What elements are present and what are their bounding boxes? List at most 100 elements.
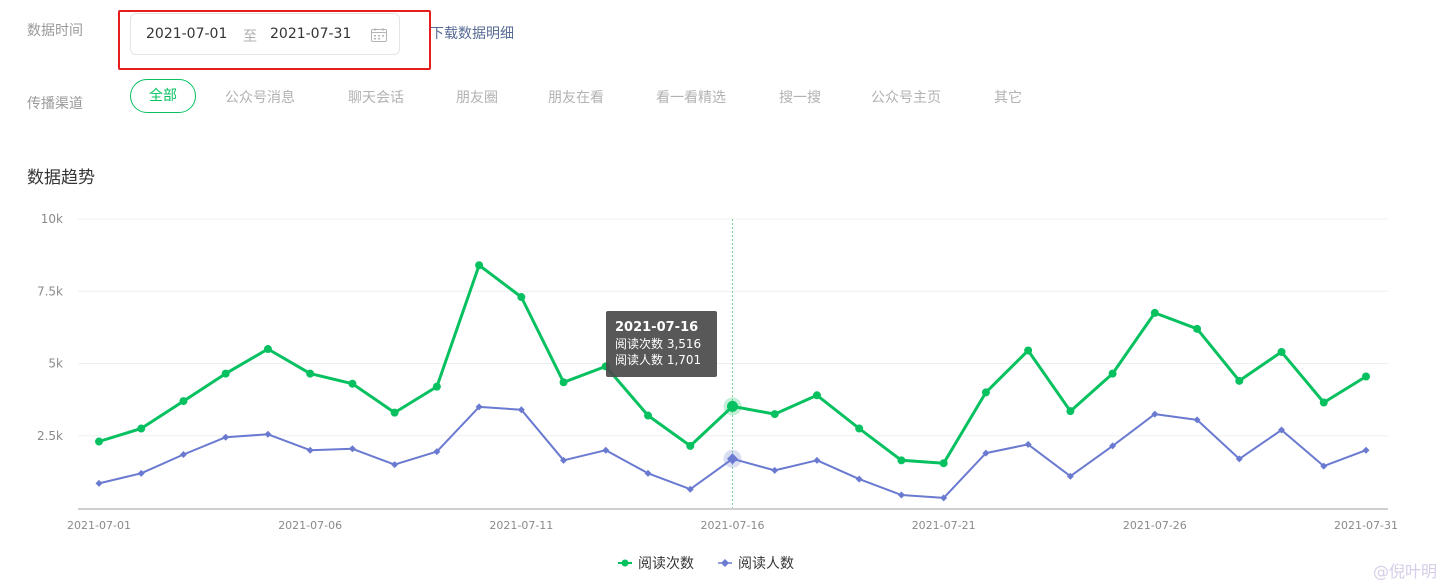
data-point-reads [1193, 324, 1202, 333]
channel-tab-account-home[interactable]: 公众号主页 [871, 90, 941, 106]
x-tick-label: 2021-07-21 [912, 519, 976, 532]
data-point-readers [306, 446, 314, 454]
data-point-reads [348, 379, 357, 388]
channel-tab-official-message[interactable]: 公众号消息 [225, 90, 295, 106]
data-point-readers [1362, 446, 1370, 454]
x-tick-label: 2021-07-11 [489, 519, 553, 532]
data-point-reads [95, 437, 103, 446]
y-tick-label: 5k [48, 357, 63, 371]
y-tick-label: 2.5k [37, 429, 63, 443]
channel-tab-moments[interactable]: 朋友圈 [456, 90, 498, 106]
data-point-reads [390, 408, 399, 417]
data-point-reads [1024, 346, 1033, 355]
data-point-reads [137, 424, 146, 433]
data-point-readers [475, 403, 483, 411]
legend-label-readers: 阅读人数 [738, 556, 794, 572]
tooltip-readers: 阅读人数 1,701 [615, 352, 701, 367]
tooltip-box [606, 311, 717, 377]
date-range-picker[interactable]: 2021-07-01 至 2021-07-31 [130, 13, 400, 55]
legend-marker-reads [618, 559, 632, 567]
section-title: 数据趋势 [27, 168, 95, 188]
channel-tab-top-stories[interactable]: 看一看精选 [656, 90, 726, 106]
x-tick-label: 2021-07-16 [701, 519, 765, 532]
data-point-reads [812, 391, 821, 400]
x-tick-label: 2021-07-01 [67, 519, 131, 532]
y-tick-label: 10k [41, 212, 63, 226]
data-point-readers [727, 453, 738, 465]
data-point-reads [179, 397, 188, 406]
data-point-reads [939, 459, 948, 468]
y-tick-label: 7.5k [37, 284, 63, 298]
legend-label-reads: 阅读次数 [638, 556, 694, 572]
data-point-readers [560, 456, 568, 464]
data-point-readers [1151, 410, 1159, 418]
data-point-readers [222, 433, 230, 441]
channel-tab-search[interactable]: 搜一搜 [779, 90, 821, 106]
download-details-link[interactable]: 下载数据明细 [430, 26, 514, 42]
data-point-readers [1193, 416, 1201, 424]
data-point-reads [644, 411, 653, 420]
data-point-readers [644, 469, 652, 477]
data-point-reads [686, 441, 695, 450]
data-point-readers [602, 446, 610, 454]
data-point-readers [940, 494, 948, 502]
data-point-readers [391, 461, 399, 469]
legend-item-reads[interactable]: 阅读次数 [618, 553, 694, 573]
data-point-readers [264, 430, 272, 438]
data-point-readers [686, 485, 694, 493]
data-point-readers [897, 491, 905, 499]
data-point-readers [433, 448, 441, 456]
channel-label: 传播渠道 [27, 96, 83, 112]
date-range-label: 数据时间 [27, 23, 83, 39]
data-point-readers [1320, 462, 1328, 470]
date-range-separator: 至 [243, 29, 257, 45]
data-point-reads [855, 424, 864, 433]
data-point-reads [727, 400, 738, 412]
start-date-input[interactable]: 2021-07-01 [146, 26, 228, 42]
data-point-reads [1066, 407, 1075, 416]
end-date-input[interactable]: 2021-07-31 [270, 26, 352, 42]
data-point-reads [432, 382, 441, 391]
data-point-reads [981, 388, 990, 397]
x-tick-label: 2021-07-31 [1334, 519, 1398, 532]
data-point-reads [1150, 308, 1159, 317]
data-point-reads [263, 345, 272, 354]
data-point-readers [1109, 442, 1117, 450]
data-point-reads [517, 293, 526, 302]
channel-tab-all[interactable]: 全部 [130, 79, 196, 113]
watermark: @倪叶明 [1372, 562, 1437, 581]
data-point-readers [517, 406, 525, 414]
calendar-icon[interactable] [371, 28, 387, 42]
data-point-readers [179, 451, 187, 459]
data-point-reads [897, 456, 906, 465]
data-point-reads [1235, 376, 1244, 385]
data-point-readers [348, 445, 356, 453]
highlight-frame [118, 10, 431, 70]
data-point-readers [1066, 472, 1074, 480]
data-point-readers [137, 469, 145, 477]
tooltip-date: 2021-07-16 [615, 320, 698, 335]
data-point-readers [1024, 440, 1032, 448]
x-tick-label: 2021-07-26 [1123, 519, 1187, 532]
data-point-reads [1108, 369, 1117, 378]
channel-tab-chat[interactable]: 聊天会话 [348, 90, 404, 106]
data-point-readers [1235, 455, 1243, 463]
data-point-readers [1278, 426, 1286, 434]
data-point-readers [95, 479, 103, 487]
x-tick-label: 2021-07-06 [278, 519, 342, 532]
data-point-reads [770, 410, 779, 419]
channel-tab-other[interactable]: 其它 [994, 90, 1022, 106]
data-point-reads [1277, 347, 1286, 356]
data-point-readers [771, 466, 779, 474]
channel-tab-friends-watching[interactable]: 朋友在看 [548, 90, 604, 106]
data-point-reads [559, 378, 568, 387]
legend-item-readers[interactable]: 阅读人数 [718, 553, 794, 573]
data-point-readers [982, 449, 990, 457]
data-point-reads [306, 369, 315, 378]
data-point-reads [1319, 398, 1328, 407]
data-point-reads [221, 369, 230, 378]
tooltip-reads: 阅读次数 3,516 [615, 336, 701, 351]
trend-chart: 10k 7.5k 5k 2.5k 2021-07-01 2021-07-06 2021-07… [37, 212, 1398, 532]
data-point-readers [813, 456, 821, 464]
data-point-reads [475, 261, 484, 270]
